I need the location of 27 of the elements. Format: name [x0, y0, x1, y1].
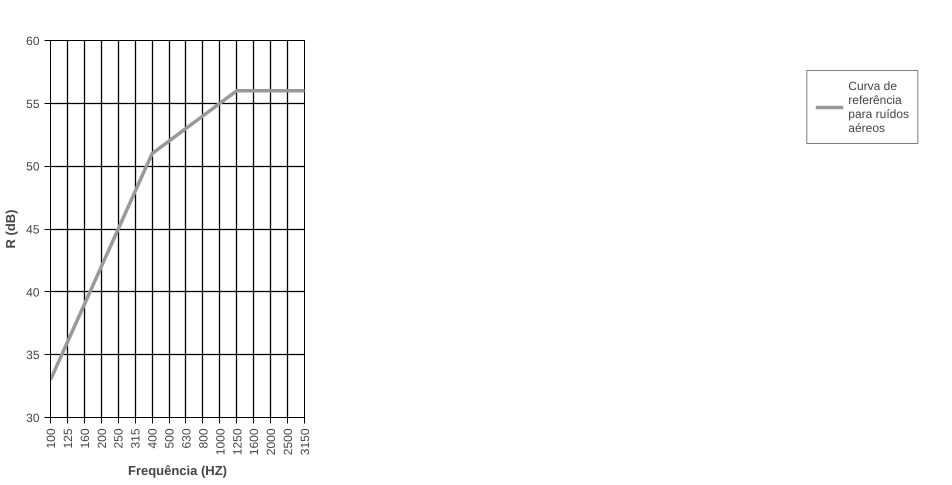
x-tick-label: 315	[128, 428, 143, 449]
x-tick-label: 400	[146, 428, 160, 449]
y-tick-label: 45	[26, 222, 40, 236]
x-tick-label: 2000	[264, 428, 278, 456]
legend-label: Curva de referência para ruídos aéreos	[848, 79, 909, 135]
x-tick-label: 1600	[247, 428, 262, 456]
x-tick-label: 800	[196, 428, 210, 449]
x-tick-label: 160	[78, 428, 92, 449]
x-tick-label: 500	[162, 428, 177, 449]
x-tick-label: 630	[179, 428, 194, 449]
y-tick-label: 60	[26, 34, 40, 48]
y-tick-label: 35	[26, 348, 40, 362]
y-tick-label: 50	[26, 160, 40, 174]
y-axis-title: R (dB)	[3, 209, 18, 248]
x-tick-label: 200	[94, 428, 109, 449]
y-tick-label: 30	[26, 411, 40, 425]
x-tick-label: 1250	[230, 428, 244, 456]
x-tick-label: 100	[44, 428, 58, 449]
x-tick-label: 2500	[281, 428, 296, 456]
x-axis-title: Frequência (HZ)	[128, 463, 227, 478]
line-series	[50, 89, 304, 382]
x-tick-label: 250	[112, 428, 126, 449]
y-tick-label: 40	[26, 285, 40, 300]
x-tick-label: 125	[60, 428, 75, 449]
x-tick-label: 3150	[298, 428, 312, 456]
y-tick-label: 55	[26, 96, 40, 111]
x-tick-label: 1000	[213, 428, 228, 456]
